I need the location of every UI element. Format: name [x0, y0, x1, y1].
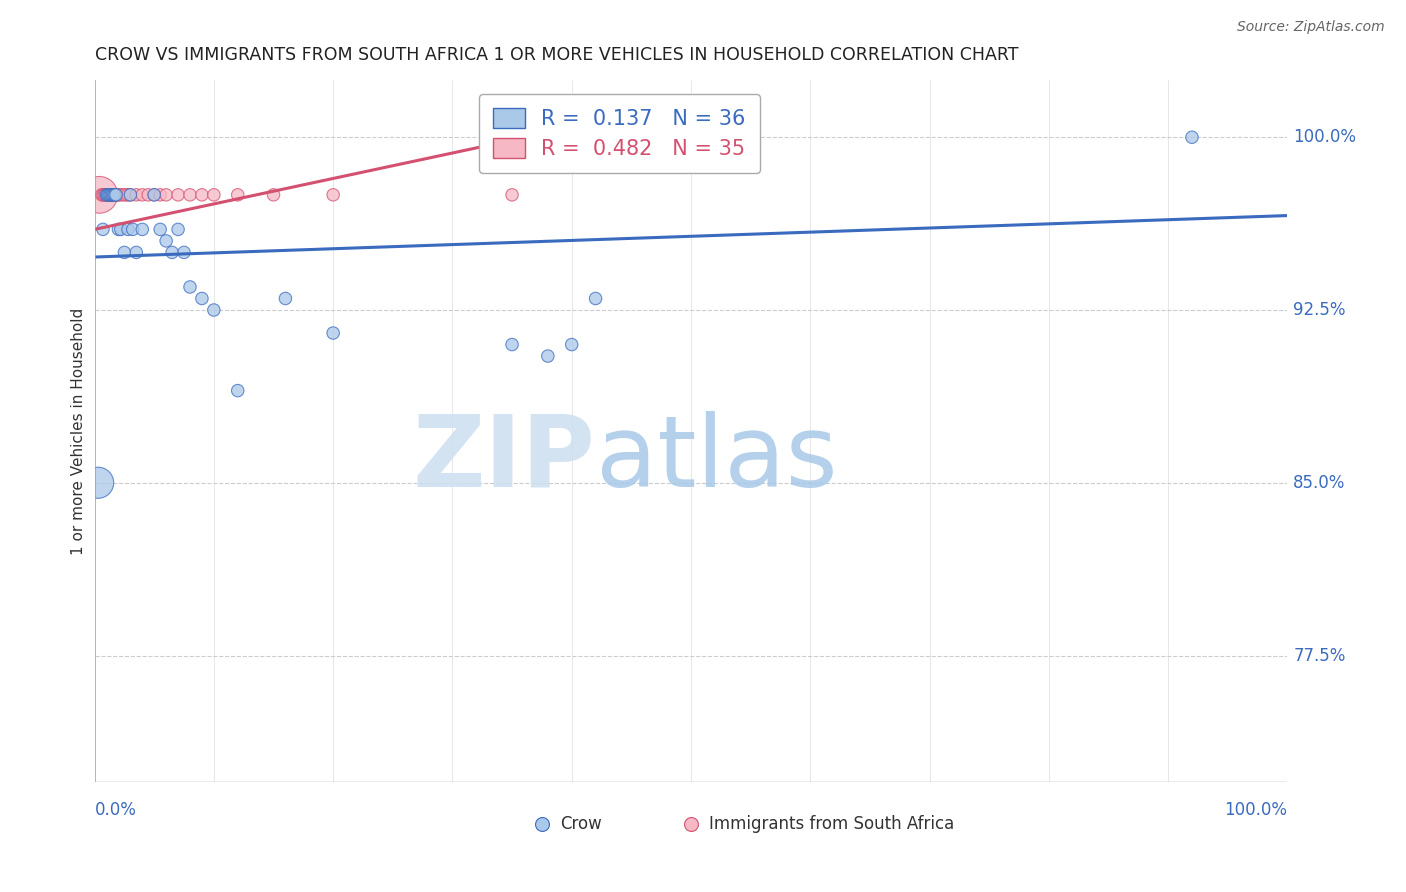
Point: [107, 222, 129, 236]
Point: [91, 222, 114, 236]
Text: 0.0%: 0.0%: [94, 801, 136, 819]
Point: [167, 222, 190, 236]
Point: [97, 187, 120, 202]
Point: [226, 187, 249, 202]
Point: [97, 187, 120, 202]
Point: [112, 245, 135, 260]
Point: [136, 187, 159, 202]
Point: [97, 187, 120, 202]
Point: [105, 187, 128, 202]
Point: [98, 187, 121, 202]
Point: [125, 245, 148, 260]
Text: 92.5%: 92.5%: [1294, 301, 1346, 319]
Point: [167, 187, 190, 202]
Point: [322, 187, 344, 202]
Point: [94, 187, 117, 202]
Point: [96, 187, 118, 202]
Point: [104, 187, 127, 202]
Point: [89, 187, 111, 202]
Point: [120, 187, 142, 202]
Point: [160, 245, 183, 260]
Point: [143, 187, 166, 202]
Point: [191, 187, 214, 202]
Y-axis label: 1 or more Vehicles in Household: 1 or more Vehicles in Household: [72, 308, 86, 555]
Point: [155, 234, 177, 248]
Point: [149, 222, 172, 236]
Point: [120, 187, 142, 202]
Point: [117, 187, 139, 202]
Point: [561, 337, 583, 351]
Point: [100, 187, 122, 202]
Point: [104, 187, 127, 202]
Point: [155, 187, 177, 202]
Point: [117, 222, 139, 236]
Point: [103, 187, 125, 202]
Point: [202, 303, 225, 318]
Point: [263, 187, 285, 202]
Point: [149, 187, 172, 202]
Point: [274, 292, 297, 306]
Point: [143, 187, 166, 202]
Point: [98, 187, 121, 202]
Point: [226, 384, 249, 398]
Point: [107, 187, 129, 202]
Point: [105, 187, 128, 202]
Point: [97, 187, 120, 202]
Point: [87, 475, 110, 490]
Point: [112, 187, 135, 202]
Point: [501, 187, 523, 202]
Text: 100.0%: 100.0%: [1294, 128, 1357, 146]
Text: Source: ZipAtlas.com: Source: ZipAtlas.com: [1237, 20, 1385, 34]
Point: [179, 187, 201, 202]
Point: [93, 187, 115, 202]
Point: [191, 292, 214, 306]
Point: [585, 292, 607, 306]
Point: [100, 187, 122, 202]
Text: Crow: Crow: [560, 815, 602, 833]
Point: [202, 187, 225, 202]
Point: [103, 187, 125, 202]
Text: ZIP: ZIP: [413, 410, 596, 508]
Point: [91, 187, 114, 202]
Text: 100.0%: 100.0%: [1225, 801, 1288, 819]
Text: 77.5%: 77.5%: [1294, 647, 1346, 665]
Point: [114, 187, 136, 202]
Point: [110, 222, 132, 236]
Point: [322, 326, 344, 340]
Point: [90, 187, 112, 202]
Point: [101, 187, 124, 202]
Point: [501, 337, 523, 351]
Legend: R =  0.137   N = 36, R =  0.482   N = 35: R = 0.137 N = 36, R = 0.482 N = 35: [478, 94, 761, 173]
Point: [96, 187, 118, 202]
Point: [173, 245, 195, 260]
Point: [1181, 130, 1204, 145]
Point: [131, 222, 153, 236]
Text: 85.0%: 85.0%: [1294, 474, 1346, 491]
Point: [101, 187, 124, 202]
Text: Immigrants from South Africa: Immigrants from South Africa: [709, 815, 955, 833]
Point: [121, 222, 143, 236]
Point: [125, 187, 148, 202]
Point: [105, 187, 128, 202]
Point: [110, 187, 132, 202]
Text: CROW VS IMMIGRANTS FROM SOUTH AFRICA 1 OR MORE VEHICLES IN HOUSEHOLD CORRELATION: CROW VS IMMIGRANTS FROM SOUTH AFRICA 1 O…: [94, 46, 1018, 64]
Point: [537, 349, 560, 363]
Point: [131, 187, 153, 202]
Point: [179, 280, 201, 294]
Text: atlas: atlas: [596, 410, 837, 508]
